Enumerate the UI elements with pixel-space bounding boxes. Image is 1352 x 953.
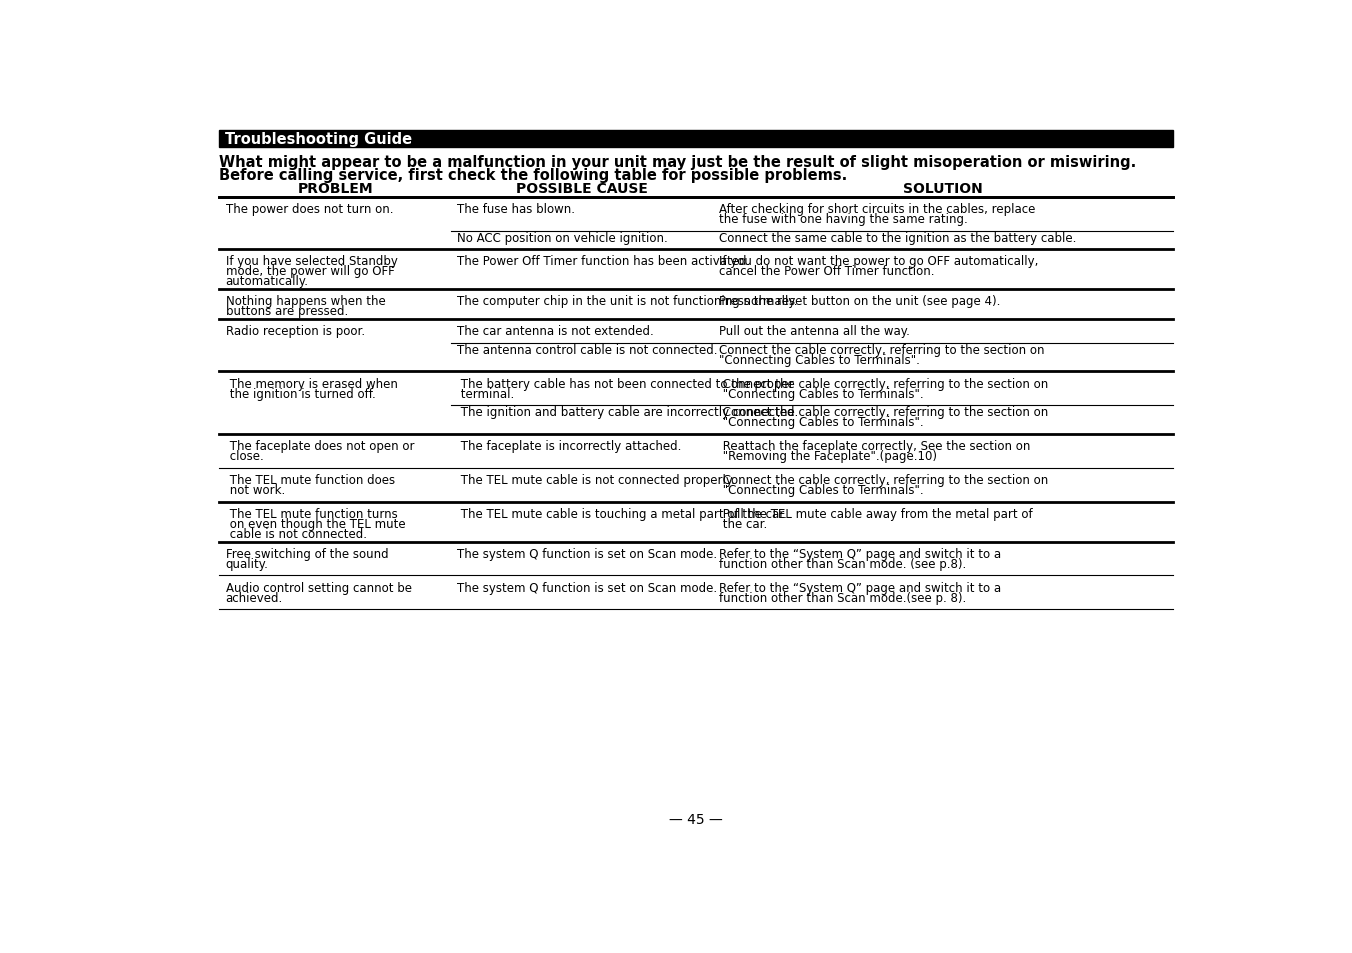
Text: Free switching of the sound: Free switching of the sound [226,547,388,560]
Text: mode, the power will go OFF: mode, the power will go OFF [226,265,395,278]
Text: The fuse has blown.: The fuse has blown. [457,203,575,215]
Text: Nothing happens when the: Nothing happens when the [226,295,385,308]
Text: The faceplate is incorrectly attached.: The faceplate is incorrectly attached. [457,439,681,453]
Text: automatically.: automatically. [226,275,308,288]
Text: PROBLEM: PROBLEM [297,182,373,196]
Text: The TEL mute cable is not connected properly.: The TEL mute cable is not connected prop… [457,474,735,487]
Text: SOLUTION: SOLUTION [903,182,983,196]
Text: cable is not connected.: cable is not connected. [226,527,366,540]
Text: Connect the cable correctly, referring to the section on: Connect the cable correctly, referring t… [719,344,1045,356]
Text: "Connecting Cables to Terminals".: "Connecting Cables to Terminals". [719,388,923,400]
Text: Refer to the “System Q” page and switch it to a: Refer to the “System Q” page and switch … [719,547,1002,560]
Text: If you have selected Standby: If you have selected Standby [226,255,397,268]
Text: Refer to the “System Q” page and switch it to a: Refer to the “System Q” page and switch … [719,581,1002,595]
Text: the car.: the car. [719,517,768,531]
Text: function other than Scan mode. (see p.8).: function other than Scan mode. (see p.8)… [719,558,967,571]
Text: Press the reset button on the unit (see page 4).: Press the reset button on the unit (see … [719,295,1000,308]
Text: "Connecting Cables to Terminals".: "Connecting Cables to Terminals". [719,483,923,497]
Text: — 45 —: — 45 — [669,813,723,826]
Text: The TEL mute cable is touching a metal part of the car.: The TEL mute cable is touching a metal p… [457,507,787,520]
Text: achieved.: achieved. [226,591,283,604]
Text: The system Q function is set on Scan mode.: The system Q function is set on Scan mod… [457,547,718,560]
Text: the fuse with one having the same rating.: the fuse with one having the same rating… [719,213,968,226]
Text: buttons are pressed.: buttons are pressed. [226,305,347,318]
Text: The computer chip in the unit is not functioning normally.: The computer chip in the unit is not fun… [457,295,798,308]
Text: Connect the same cable to the ignition as the battery cable.: Connect the same cable to the ignition a… [719,232,1076,244]
Text: The antenna control cable is not connected.: The antenna control cable is not connect… [457,344,718,356]
Text: The TEL mute function does: The TEL mute function does [226,474,395,487]
Text: Before calling service, first check the following table for possible problems.: Before calling service, first check the … [219,168,848,183]
Text: not work.: not work. [226,483,285,497]
Text: The TEL mute function turns: The TEL mute function turns [226,507,397,520]
Text: close.: close. [226,450,264,463]
Text: terminal.: terminal. [457,388,515,400]
Text: cancel the Power Off Timer function.: cancel the Power Off Timer function. [719,265,934,278]
Text: The Power Off Timer function has been activated.: The Power Off Timer function has been ac… [457,255,750,268]
Text: quality.: quality. [226,558,269,571]
Text: No ACC position on vehicle ignition.: No ACC position on vehicle ignition. [457,232,668,244]
Text: Reattach the faceplate correctly, See the section on: Reattach the faceplate correctly, See th… [719,439,1030,453]
Text: Connect the cable correctly, referring to the section on: Connect the cable correctly, referring t… [719,406,1049,419]
Text: The battery cable has not been connected to the proper: The battery cable has not been connected… [457,377,794,391]
Text: "Removing the Faceplate".(page.10): "Removing the Faceplate".(page.10) [719,450,937,463]
Text: The faceplate does not open or: The faceplate does not open or [226,439,414,453]
Text: The memory is erased when: The memory is erased when [226,377,397,391]
Text: POSSIBLE CAUSE: POSSIBLE CAUSE [516,182,648,196]
Text: What might appear to be a malfunction in your unit may just be the result of sli: What might appear to be a malfunction in… [219,154,1137,170]
Text: "Connecting Cables to Terminals".: "Connecting Cables to Terminals". [719,354,921,367]
Text: the ignition is turned off.: the ignition is turned off. [226,388,376,400]
Bar [219,132,1172,149]
Text: Connect the cable correctly, referring to the section on: Connect the cable correctly, referring t… [719,474,1049,487]
Text: The power does not turn on.: The power does not turn on. [226,203,393,215]
Text: After checking for short circuits in the cables, replace: After checking for short circuits in the… [719,203,1036,215]
Text: Troubleshooting Guide: Troubleshooting Guide [224,132,412,147]
Text: Pull out the antenna all the way.: Pull out the antenna all the way. [719,325,910,338]
Text: If you do not want the power to go OFF automatically,: If you do not want the power to go OFF a… [719,255,1038,268]
Text: Connect the cable correctly, referring to the section on: Connect the cable correctly, referring t… [719,377,1049,391]
Text: The system Q function is set on Scan mode.: The system Q function is set on Scan mod… [457,581,718,595]
Text: Radio reception is poor.: Radio reception is poor. [226,325,365,338]
Text: on even though the TEL mute: on even though the TEL mute [226,517,406,531]
Text: The car antenna is not extended.: The car antenna is not extended. [457,325,654,338]
Text: function other than Scan mode.(see p. 8).: function other than Scan mode.(see p. 8)… [719,591,967,604]
Text: "Connecting Cables to Terminals".: "Connecting Cables to Terminals". [719,416,923,429]
Text: Pull the TEL mute cable away from the metal part of: Pull the TEL mute cable away from the me… [719,507,1033,520]
Text: Audio control setting cannot be: Audio control setting cannot be [226,581,411,595]
Text: The ignition and battery cable are incorrectly connected.: The ignition and battery cable are incor… [457,406,799,419]
